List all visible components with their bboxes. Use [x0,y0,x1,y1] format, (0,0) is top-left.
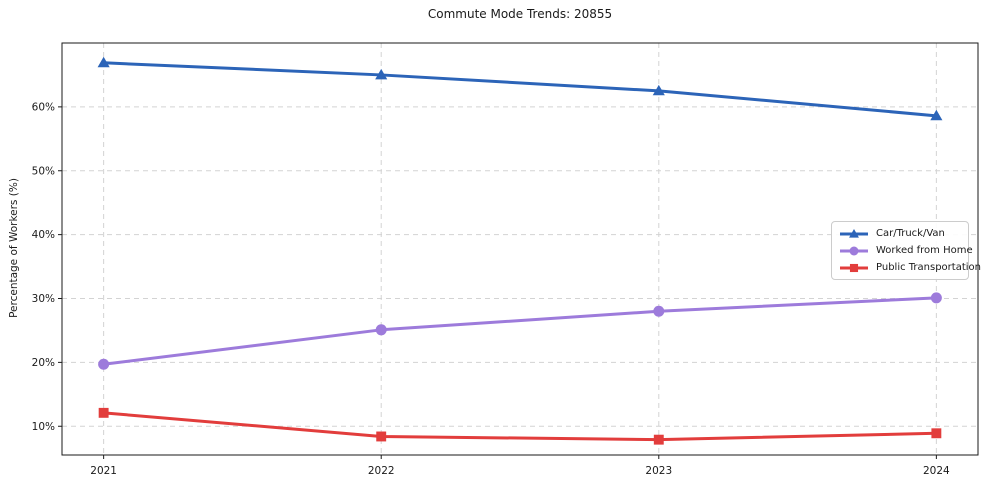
chart-title: Commute Mode Trends: 20855 [427,7,613,21]
legend-item-public-transportation: Public Transportation [839,262,981,274]
legend: Car/Truck/Van Worked from Home Public Tr… [831,221,981,280]
legend-label-car-truck-van: Car/Truck/Van [876,228,945,239]
legend-item-worked-from-home: Worked from Home [839,245,973,257]
svg-text:30%: 30% [32,293,55,305]
svg-text:20%: 20% [32,357,55,369]
legend-marker-triangle-icon [840,228,868,238]
legend-marker-circle-icon [840,246,868,255]
legend-marker-square-icon [840,263,868,272]
svg-text:2023: 2023 [645,465,672,477]
legend-label-worked-from-home: Worked from Home [876,245,973,256]
svg-text:40%: 40% [32,229,55,241]
svg-text:50%: 50% [32,165,55,177]
svg-text:10%: 10% [32,421,55,433]
svg-text:60%: 60% [32,101,55,113]
legend-label-public-transportation: Public Transportation [876,262,981,273]
legend-item-car-truck-van: Car/Truck/Van [839,228,961,240]
svg-text:2021: 2021 [90,465,117,477]
svg-text:2022: 2022 [368,465,395,477]
svg-text:2024: 2024 [923,465,950,477]
